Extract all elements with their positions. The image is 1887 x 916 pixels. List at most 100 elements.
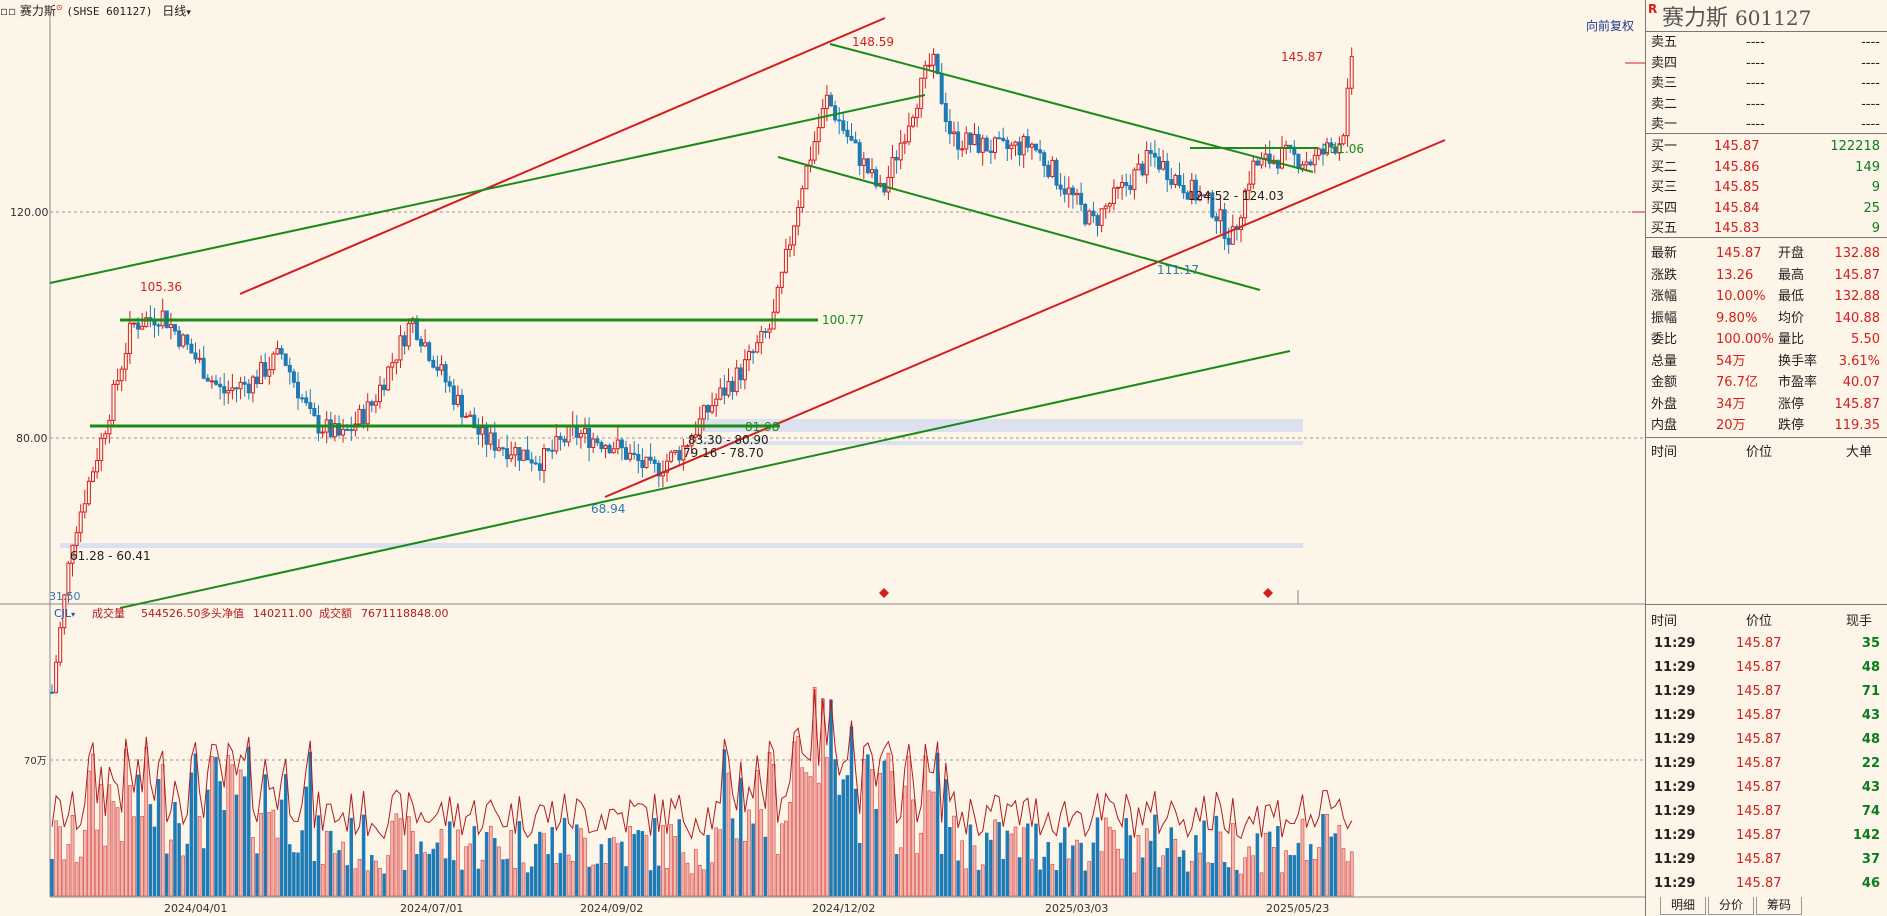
volume-bar bbox=[1177, 856, 1182, 897]
candle-body bbox=[656, 462, 661, 477]
candle-body bbox=[636, 454, 641, 462]
candle-body bbox=[779, 271, 784, 288]
candle-body bbox=[542, 448, 546, 471]
trade-row: 11:29 145.87 22 bbox=[1654, 756, 1880, 771]
chart-title-bar: ▫▫ 赛力斯⊙ (SHSE 601127) 日线▾ bbox=[0, 0, 1645, 18]
volume-bar bbox=[903, 785, 907, 897]
candle-body bbox=[849, 135, 854, 141]
volume-bar bbox=[985, 832, 989, 897]
candle-body bbox=[373, 401, 378, 406]
candle-body bbox=[546, 448, 551, 451]
candle-body bbox=[980, 137, 985, 153]
volume-bar bbox=[595, 863, 600, 897]
candle-body bbox=[296, 381, 300, 399]
candle-body bbox=[267, 369, 272, 377]
volume-bar bbox=[66, 844, 71, 897]
candle-body bbox=[1083, 203, 1088, 225]
volume-bar bbox=[1255, 833, 1260, 897]
sell-level-row: 卖五 ---- ---- bbox=[1651, 35, 1880, 50]
candle-body bbox=[701, 405, 706, 420]
volume-bar bbox=[1218, 831, 1223, 897]
volume-bar bbox=[935, 752, 940, 897]
candle-body bbox=[91, 471, 95, 482]
tab-detail[interactable]: 明细 bbox=[1660, 897, 1707, 915]
volume-bar bbox=[382, 873, 386, 897]
candle-body bbox=[734, 367, 739, 393]
volume-bar bbox=[1087, 861, 1092, 897]
candle-body bbox=[558, 436, 563, 440]
volume-bar bbox=[1009, 833, 1014, 897]
candle-body bbox=[218, 383, 223, 388]
volume-bar bbox=[751, 823, 755, 897]
volume-bar bbox=[845, 775, 850, 897]
candle-body bbox=[316, 415, 321, 434]
tab-chips[interactable]: 筹码 bbox=[1756, 897, 1803, 915]
volume-bar bbox=[447, 821, 452, 897]
sell-level-row: 卖二 ---- ---- bbox=[1651, 96, 1880, 112]
restore-button[interactable]: 向前复权 bbox=[1586, 18, 1634, 33]
panel-title: 赛力斯 601127 bbox=[1662, 6, 1812, 31]
candle-body bbox=[291, 371, 296, 383]
volume-bar bbox=[911, 799, 915, 897]
volume-bar bbox=[907, 755, 911, 897]
candle-body bbox=[54, 661, 59, 693]
volume-bar bbox=[698, 864, 702, 897]
volume-bar bbox=[616, 843, 620, 897]
candle-body bbox=[1042, 152, 1047, 166]
candle-body bbox=[1062, 188, 1067, 195]
candle-body bbox=[1288, 144, 1293, 148]
window-restore-icon[interactable]: ▫▫ bbox=[0, 4, 17, 18]
indicator-select[interactable]: CJL▾ bbox=[54, 607, 75, 620]
stock-name: 赛力斯 bbox=[19, 4, 56, 18]
candle-body bbox=[86, 480, 91, 505]
volume-bar bbox=[1021, 827, 1026, 897]
volume-bar bbox=[554, 863, 559, 897]
candle-body bbox=[1169, 179, 1174, 185]
candle-body bbox=[505, 448, 510, 460]
volume-bar bbox=[521, 862, 526, 897]
volume-bar bbox=[759, 809, 764, 897]
volume-ma-line bbox=[51, 688, 1353, 840]
stat-row: 外盘 34万 涨停 145.87 bbox=[1651, 396, 1880, 412]
volume-bar bbox=[771, 764, 776, 897]
volume-bar bbox=[259, 812, 263, 897]
tab-price[interactable]: 分价 bbox=[1708, 897, 1755, 915]
volume-bar bbox=[657, 865, 661, 897]
volume-bar bbox=[394, 813, 399, 897]
volume-bar bbox=[583, 837, 587, 897]
candle-body bbox=[283, 353, 288, 366]
candle-body bbox=[144, 317, 149, 327]
volume-bar bbox=[78, 856, 83, 897]
volume-bar bbox=[1071, 845, 1075, 897]
volume-bar bbox=[132, 816, 136, 897]
flag-icon: ⊙ bbox=[55, 3, 63, 12]
kline-chart[interactable]: 120.00 80.00 70万 2024/04/01 2024/07/01 2… bbox=[0, 0, 1645, 916]
volume-bar bbox=[611, 837, 616, 897]
candle-body bbox=[1226, 237, 1231, 245]
volume-bar bbox=[972, 845, 977, 897]
volume-bar bbox=[648, 870, 653, 897]
candle-body bbox=[956, 131, 961, 150]
volume-bar bbox=[1304, 860, 1309, 897]
volume-bar bbox=[661, 825, 665, 897]
volume-bar bbox=[361, 814, 366, 897]
volume-bar bbox=[1226, 867, 1231, 897]
volume-bar bbox=[1001, 859, 1005, 897]
annotation-label: 105.36 bbox=[140, 280, 182, 294]
volume-bar bbox=[288, 844, 292, 897]
candle-body bbox=[906, 125, 911, 143]
volume-bar bbox=[1345, 861, 1350, 897]
volume-bar bbox=[747, 809, 751, 897]
volume-bar bbox=[1079, 842, 1083, 897]
volume-bar bbox=[292, 852, 296, 897]
candle-body bbox=[1124, 182, 1129, 187]
candle-body bbox=[902, 141, 907, 144]
volume-bar bbox=[812, 687, 817, 897]
volume-bar bbox=[398, 818, 403, 897]
volume-bar bbox=[1263, 832, 1268, 897]
period-select[interactable]: 日线▾ bbox=[162, 4, 191, 18]
candle-body bbox=[1140, 163, 1145, 176]
volume-bar bbox=[370, 855, 374, 897]
candle-body bbox=[1054, 159, 1059, 186]
volume-bar bbox=[1124, 818, 1128, 897]
